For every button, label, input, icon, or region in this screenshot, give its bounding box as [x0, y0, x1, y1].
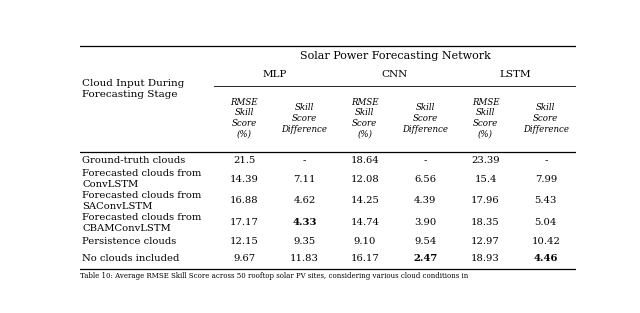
Text: 11.83: 11.83 [290, 254, 319, 263]
Text: 4.33: 4.33 [292, 218, 317, 227]
Text: RMSE
Skill
Score
(%): RMSE Skill Score (%) [351, 98, 378, 139]
Text: 12.08: 12.08 [351, 175, 379, 184]
Text: Skill
Score
Difference: Skill Score Difference [402, 103, 448, 134]
Text: 2.47: 2.47 [413, 254, 437, 263]
Text: 21.5: 21.5 [233, 156, 255, 165]
Text: Forecasted clouds from
CBAMConvLSTM: Forecasted clouds from CBAMConvLSTM [83, 213, 202, 233]
Text: 7.11: 7.11 [293, 175, 316, 184]
Text: -: - [424, 156, 427, 165]
Text: Forecasted clouds from
ConvLSTM: Forecasted clouds from ConvLSTM [83, 169, 202, 189]
Text: 9.35: 9.35 [293, 237, 316, 246]
Text: CNN: CNN [382, 70, 408, 80]
Text: Persistence clouds: Persistence clouds [83, 237, 177, 246]
Text: 16.88: 16.88 [230, 197, 259, 205]
Text: Cloud Input During
Forecasting Stage: Cloud Input During Forecasting Stage [83, 79, 185, 100]
Text: 23.39: 23.39 [471, 156, 500, 165]
Text: 12.97: 12.97 [471, 237, 500, 246]
Text: RMSE
Skill
Score
(%): RMSE Skill Score (%) [472, 98, 499, 139]
Text: 4.39: 4.39 [414, 197, 436, 205]
Text: 14.39: 14.39 [230, 175, 259, 184]
Text: 16.17: 16.17 [351, 254, 379, 263]
Text: 5.43: 5.43 [534, 197, 557, 205]
Text: LSTM: LSTM [500, 70, 531, 80]
Text: Skill
Score
Difference: Skill Score Difference [282, 103, 328, 134]
Text: 9.67: 9.67 [233, 254, 255, 263]
Text: 4.46: 4.46 [534, 254, 558, 263]
Text: MLP: MLP [262, 70, 287, 80]
Text: 4.62: 4.62 [293, 197, 316, 205]
Text: 18.35: 18.35 [471, 218, 500, 227]
Text: 17.17: 17.17 [230, 218, 259, 227]
Text: 9.10: 9.10 [353, 237, 376, 246]
Text: 15.4: 15.4 [474, 175, 497, 184]
Text: 5.04: 5.04 [534, 218, 557, 227]
Text: Forecasted clouds from
SAConvLSTM: Forecasted clouds from SAConvLSTM [83, 191, 202, 211]
Text: Ground-truth clouds: Ground-truth clouds [83, 156, 186, 165]
Text: 17.96: 17.96 [471, 197, 500, 205]
Text: 12.15: 12.15 [230, 237, 259, 246]
Text: 14.74: 14.74 [350, 218, 380, 227]
Text: Skill
Score
Difference: Skill Score Difference [523, 103, 569, 134]
Text: 14.25: 14.25 [350, 197, 380, 205]
Text: -: - [544, 156, 547, 165]
Text: 10.42: 10.42 [531, 237, 560, 246]
Text: 18.93: 18.93 [471, 254, 500, 263]
Text: RMSE
Skill
Score
(%): RMSE Skill Score (%) [230, 98, 258, 139]
Text: No clouds included: No clouds included [83, 254, 180, 263]
Text: Table 10: Average RMSE Skill Score across 50 rooftop solar PV sites, considering: Table 10: Average RMSE Skill Score acros… [80, 272, 468, 280]
Text: 9.54: 9.54 [414, 237, 436, 246]
Text: 6.56: 6.56 [414, 175, 436, 184]
Text: Solar Power Forecasting Network: Solar Power Forecasting Network [300, 51, 490, 61]
Text: 3.90: 3.90 [414, 218, 436, 227]
Text: -: - [303, 156, 306, 165]
Text: 18.64: 18.64 [351, 156, 379, 165]
Text: 7.99: 7.99 [534, 175, 557, 184]
